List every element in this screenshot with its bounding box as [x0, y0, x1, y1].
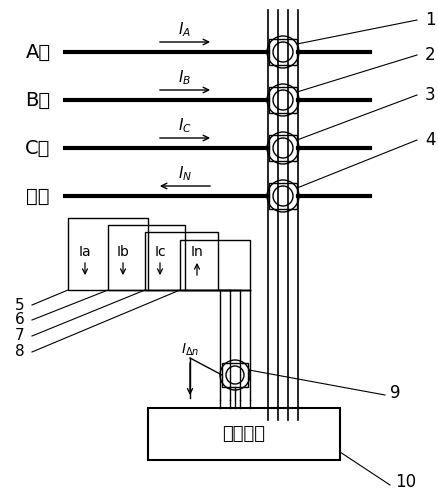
Text: C相: C相	[25, 138, 51, 158]
Text: 4: 4	[425, 131, 435, 149]
Text: 2: 2	[425, 46, 436, 64]
Text: 3: 3	[425, 86, 436, 104]
Bar	[180, 240, 250, 290]
Text: Ia: Ia	[79, 245, 91, 259]
Text: $I_C$: $I_C$	[178, 117, 192, 136]
Bar	[108, 225, 185, 290]
Text: Ic: Ic	[154, 245, 166, 259]
Text: B相: B相	[25, 90, 50, 109]
Bar	[269, 135, 297, 161]
Text: 7: 7	[15, 328, 25, 344]
Bar	[269, 183, 297, 209]
Text: 1: 1	[425, 11, 436, 29]
Text: In: In	[191, 245, 203, 259]
Text: $I_{\Delta n}$: $I_{\Delta n}$	[181, 342, 199, 358]
Bar	[269, 39, 297, 65]
Text: 5: 5	[15, 298, 25, 312]
Text: 8: 8	[15, 345, 25, 359]
Text: $I_B$: $I_B$	[178, 69, 191, 87]
Text: 6: 6	[15, 312, 25, 327]
Bar	[68, 218, 148, 290]
Bar	[222, 363, 248, 387]
Bar	[148, 408, 340, 460]
Text: Ib: Ib	[117, 245, 130, 259]
Text: 测量终端: 测量终端	[223, 425, 265, 443]
Text: $I_N$: $I_N$	[178, 164, 192, 183]
Bar	[145, 232, 218, 290]
Text: $I_A$: $I_A$	[179, 21, 191, 39]
Text: 10: 10	[395, 473, 416, 491]
Bar	[269, 87, 297, 113]
Text: 零线: 零线	[26, 187, 50, 206]
Text: 9: 9	[390, 384, 400, 402]
Text: A相: A相	[25, 43, 50, 61]
